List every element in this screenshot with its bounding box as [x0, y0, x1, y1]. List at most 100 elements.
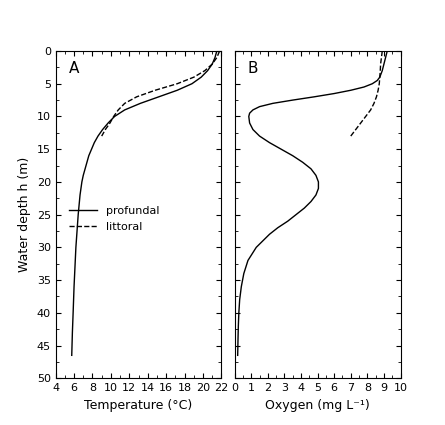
profundal [156, 94, 162, 99]
profundal [214, 48, 219, 54]
profundal [174, 88, 180, 93]
profundal [247, 110, 252, 116]
littoral [134, 94, 139, 99]
littoral [368, 108, 373, 113]
littoral [348, 133, 353, 139]
littoral [363, 114, 368, 119]
littoral [377, 75, 382, 80]
profundal [92, 140, 97, 145]
profundal [293, 212, 299, 217]
littoral [376, 88, 381, 93]
Line: littoral: littoral [351, 51, 382, 136]
profundal [246, 114, 251, 119]
profundal [257, 133, 262, 139]
profundal [257, 104, 262, 109]
profundal [381, 62, 387, 67]
profundal [332, 91, 337, 96]
profundal [241, 271, 247, 276]
littoral [376, 81, 382, 86]
profundal [313, 193, 319, 198]
profundal [212, 55, 218, 60]
profundal [236, 310, 242, 315]
littoral [122, 101, 127, 106]
profundal [250, 108, 255, 113]
profundal [122, 108, 127, 113]
Y-axis label: Water depth h (m): Water depth h (m) [18, 157, 31, 272]
littoral [379, 55, 384, 60]
littoral [174, 81, 180, 86]
profundal [377, 75, 382, 80]
profundal [205, 68, 210, 73]
profundal [95, 133, 101, 139]
profundal [300, 160, 305, 165]
profundal [313, 173, 319, 178]
littoral [99, 133, 104, 139]
profundal [375, 78, 380, 83]
profundal [370, 81, 375, 86]
profundal [72, 264, 77, 269]
profundal [198, 75, 204, 80]
profundal [73, 245, 79, 250]
profundal [384, 48, 390, 54]
profundal [275, 225, 280, 230]
profundal [239, 284, 244, 289]
profundal [69, 353, 74, 358]
littoral [378, 68, 383, 73]
profundal [316, 186, 321, 191]
profundal [138, 101, 143, 106]
profundal [290, 98, 295, 103]
littoral [380, 48, 385, 54]
littoral [153, 88, 158, 93]
profundal [237, 297, 243, 302]
Text: B: B [248, 61, 259, 76]
profundal [384, 52, 389, 57]
profundal [254, 245, 259, 250]
profundal [189, 81, 194, 86]
profundal [235, 353, 240, 358]
profundal [383, 55, 388, 60]
Text: A: A [69, 61, 79, 76]
littoral [202, 68, 207, 73]
profundal [100, 127, 105, 132]
profundal [70, 310, 76, 315]
profundal [236, 323, 241, 329]
profundal [380, 68, 385, 73]
profundal [84, 160, 89, 165]
profundal [81, 173, 86, 178]
profundal [316, 179, 321, 184]
profundal [71, 284, 77, 289]
profundal [250, 127, 255, 132]
X-axis label: Oxygen (mg L⁻¹): Oxygen (mg L⁻¹) [265, 399, 370, 412]
profundal [76, 212, 81, 217]
profundal [312, 94, 317, 99]
profundal [79, 179, 85, 184]
littoral [191, 75, 196, 80]
littoral [116, 108, 121, 113]
profundal [70, 330, 75, 335]
profundal [382, 58, 388, 63]
profundal [210, 62, 215, 67]
profundal [235, 337, 241, 342]
Line: profundal: profundal [238, 51, 387, 355]
littoral [371, 101, 376, 106]
Line: littoral: littoral [101, 51, 219, 136]
profundal [267, 140, 272, 145]
littoral [358, 120, 364, 125]
profundal [82, 166, 88, 171]
profundal [74, 232, 80, 237]
profundal [247, 120, 252, 125]
littoral [111, 114, 116, 119]
profundal [267, 232, 272, 237]
profundal [361, 85, 367, 90]
profundal [279, 147, 284, 152]
profundal [285, 218, 291, 224]
profundal [308, 166, 314, 171]
littoral [103, 127, 108, 132]
littoral [214, 55, 219, 60]
littoral [210, 62, 215, 67]
profundal [86, 153, 92, 158]
profundal [308, 199, 314, 204]
profundal [290, 153, 295, 158]
X-axis label: Temperature (°C): Temperature (°C) [85, 399, 193, 412]
profundal [89, 147, 94, 152]
